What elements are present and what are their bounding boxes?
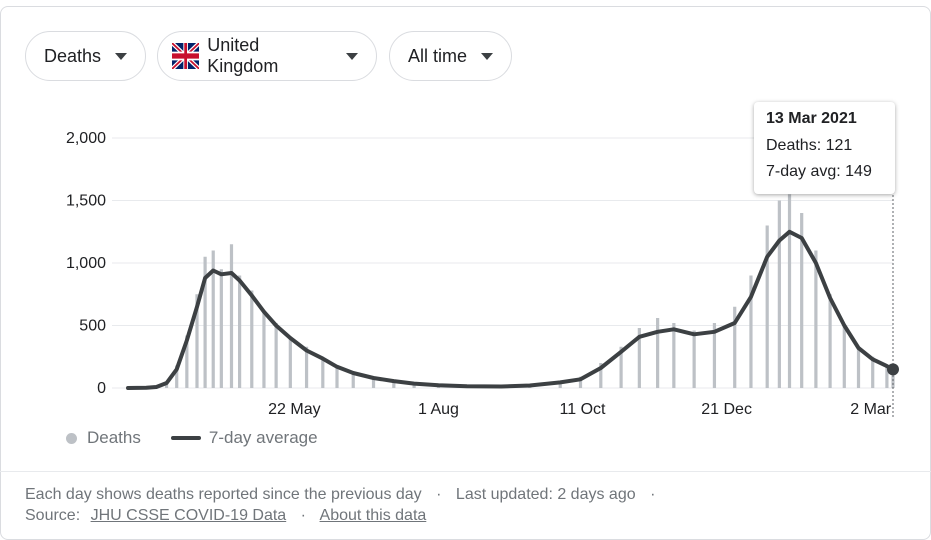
tooltip-date: 13 Mar 2021 bbox=[766, 110, 857, 127]
deaths-bar bbox=[672, 323, 676, 388]
chevron-down-icon bbox=[115, 52, 128, 60]
legend-line-label: 7-day average bbox=[208, 428, 318, 447]
footer-line-1: Each day shows deaths reported since the… bbox=[25, 486, 665, 504]
deaths-bar bbox=[619, 346, 623, 388]
deaths-bar bbox=[637, 328, 641, 388]
legend-bars-swatch bbox=[66, 432, 77, 444]
deaths-bars bbox=[144, 194, 895, 388]
x-tick-label: 1 Aug bbox=[418, 401, 459, 418]
country-dropdown[interactable]: United Kingdom bbox=[157, 31, 377, 81]
hover-tooltip: 13 Mar 2021 Deaths: 121 7-day avg: 149 bbox=[754, 102, 895, 194]
separator-dot: · bbox=[436, 486, 442, 503]
deaths-bar bbox=[211, 250, 215, 388]
chart-legend: Deaths 7-day average bbox=[66, 428, 318, 448]
deaths-bar bbox=[304, 346, 309, 388]
deaths-bar bbox=[195, 294, 199, 388]
uk-flag-icon bbox=[172, 43, 200, 69]
legend-line-swatch bbox=[170, 436, 201, 440]
deaths-bar bbox=[321, 358, 325, 388]
deaths-bar bbox=[185, 335, 189, 388]
deaths-bar bbox=[777, 200, 781, 388]
deaths-bar bbox=[871, 356, 875, 388]
x-tick-label: 11 Oct bbox=[560, 401, 607, 418]
deaths-bar bbox=[856, 346, 861, 388]
y-tick-label: 1,000 bbox=[66, 255, 106, 272]
deaths-bar bbox=[175, 365, 179, 388]
deaths-bar bbox=[392, 380, 396, 388]
avg-line-layer bbox=[126, 195, 899, 418]
deaths-bar bbox=[371, 378, 376, 388]
metric-dropdown[interactable]: Deaths bbox=[25, 31, 146, 81]
footer-description: Each day shows deaths reported since the… bbox=[25, 486, 422, 503]
hover-point bbox=[887, 363, 899, 376]
source-link[interactable]: JHU CSSE COVID-19 Data bbox=[90, 507, 287, 524]
legend-bars-label: Deaths bbox=[87, 428, 141, 447]
deaths-bar bbox=[219, 269, 223, 388]
deaths-bar bbox=[288, 338, 292, 388]
deaths-bar bbox=[351, 373, 355, 388]
chart-card bbox=[0, 6, 931, 540]
separator-dot: · bbox=[300, 507, 306, 524]
y-tick-label: 500 bbox=[79, 318, 106, 335]
about-data-link[interactable]: About this data bbox=[319, 507, 427, 524]
deaths-bar bbox=[814, 250, 818, 388]
deaths-bar bbox=[787, 194, 792, 388]
deaths-bar bbox=[238, 275, 242, 388]
deaths-bar bbox=[692, 330, 696, 388]
range-dropdown[interactable]: All time bbox=[389, 31, 512, 81]
range-dropdown-label: All time bbox=[408, 45, 468, 66]
tooltip-avg: 7-day avg: 149 bbox=[766, 163, 872, 180]
y-tick-label: 1,500 bbox=[66, 193, 106, 210]
deaths-bar bbox=[842, 325, 846, 388]
deaths-bar bbox=[765, 225, 769, 388]
deaths-bar bbox=[250, 290, 254, 388]
country-dropdown-label: United Kingdom bbox=[207, 35, 279, 76]
deaths-bar bbox=[800, 213, 804, 388]
deaths-bar bbox=[203, 256, 207, 388]
deaths-bar bbox=[229, 244, 234, 388]
deaths-chart[interactable]: 0 500 1,000 1,500 2,000 22 May 1 Aug 11 Oct 21 D… bbox=[0, 0, 931, 470]
deaths-bar bbox=[828, 294, 832, 388]
separator-dot: · bbox=[650, 486, 656, 503]
y-tick-label: 0 bbox=[97, 380, 106, 397]
deaths-bar bbox=[656, 318, 660, 388]
axis-labels: 0 500 1,000 1,500 2,000 22 May 1 Aug 11 Oct 21 D… bbox=[66, 130, 892, 418]
x-tick-label: 22 May bbox=[268, 401, 320, 418]
deaths-bar bbox=[274, 323, 278, 388]
chevron-down-icon bbox=[346, 52, 358, 60]
deaths-bar bbox=[733, 306, 737, 388]
deaths-bar bbox=[558, 381, 562, 388]
last-updated: Last updated: 2 days ago bbox=[455, 486, 636, 503]
x-tick-label: 21 Dec bbox=[701, 401, 752, 418]
deaths-bar bbox=[749, 275, 753, 388]
deaths-bar bbox=[712, 323, 717, 388]
x-tick-label: 2 Mar bbox=[850, 401, 892, 418]
deaths-bar bbox=[262, 310, 266, 388]
metric-dropdown-label: Deaths bbox=[44, 45, 102, 66]
deaths-bar bbox=[885, 366, 889, 388]
deaths-bar bbox=[335, 365, 339, 388]
deaths-bar bbox=[599, 363, 603, 388]
tooltip-deaths: Deaths: 121 bbox=[766, 137, 853, 154]
y-tick-label: 2,000 bbox=[66, 130, 106, 147]
footer-line-2: Source: JHU CSSE COVID-19 Data · About t… bbox=[25, 507, 426, 525]
footer-divider bbox=[0, 471, 931, 472]
avg-line bbox=[126, 229, 895, 390]
deaths-bar bbox=[578, 376, 583, 388]
source-prefix: Source: bbox=[25, 507, 81, 524]
chevron-down-icon bbox=[481, 52, 493, 60]
